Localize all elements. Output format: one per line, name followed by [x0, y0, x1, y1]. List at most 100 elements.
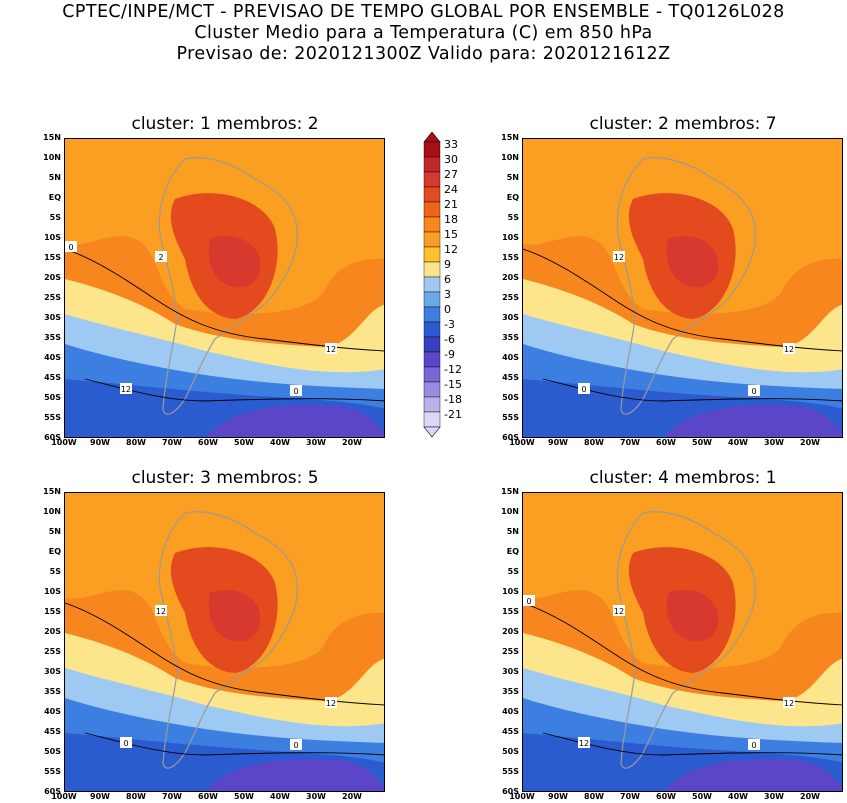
lon-tick-label: 70W	[620, 792, 640, 801]
lon-tick-label: 30W	[306, 438, 326, 447]
lat-tick-label: 40S	[502, 353, 519, 362]
lat-tick-label: 35S	[44, 333, 61, 342]
lon-tick-label: 100W	[51, 792, 77, 801]
lat-tick-label: 40S	[44, 353, 61, 362]
lat-tick-label: 55S	[502, 413, 519, 422]
panel-3-title: cluster: 3 membros: 5	[131, 468, 319, 488]
colorbar-label: 24	[444, 183, 458, 196]
svg-text:0: 0	[293, 387, 298, 396]
colorbar-label: -15	[444, 378, 462, 391]
lon-tick-label: 20W	[800, 438, 820, 447]
colorbar-label: 15	[444, 228, 458, 241]
svg-text:12: 12	[614, 607, 624, 616]
contour-label: 12	[155, 605, 167, 616]
lat-tick-label: 60S	[502, 433, 519, 442]
lon-tick-label: 40W	[728, 792, 748, 801]
band-red-core	[208, 589, 261, 642]
lat-tick-label: 30S	[44, 667, 61, 676]
svg-text:12: 12	[156, 607, 166, 616]
lat-tick-label: 15N	[43, 133, 61, 142]
band-yellow	[523, 279, 842, 383]
svg-text:0: 0	[68, 243, 73, 252]
lat-tick-label: 50S	[44, 393, 61, 402]
lon-tick-label: 20W	[800, 792, 820, 801]
lon-tick-label: 80W	[126, 438, 146, 447]
lat-tick-label: 15S	[502, 607, 519, 616]
panel-1-map: 2 12 12 0 0	[64, 138, 385, 438]
lon-tick-label: 50W	[234, 792, 254, 801]
lon-tick-label: 70W	[162, 438, 182, 447]
colorbar-segment	[423, 396, 441, 413]
lat-tick-label: 15S	[44, 253, 61, 262]
lat-tick-label: 60S	[44, 787, 61, 796]
lat-tick-label: 10N	[501, 507, 519, 516]
svg-text:12: 12	[614, 253, 624, 262]
colorbar-segment	[423, 186, 441, 203]
colorbar-label: 12	[444, 243, 458, 256]
colorbar-label: 21	[444, 198, 458, 211]
colorbar-label: 9	[444, 258, 451, 271]
svg-text:0: 0	[751, 741, 756, 750]
lat-tick-label: 25S	[44, 293, 61, 302]
band-light-blue	[65, 314, 384, 401]
contour-label: 0	[748, 385, 760, 396]
lon-tick-label: 60W	[656, 792, 676, 801]
lat-tick-label: 10S	[44, 587, 61, 596]
svg-text:0: 0	[293, 741, 298, 750]
lat-tick-label: 5S	[507, 567, 519, 576]
panel-3-map: 12 12 0 0	[64, 492, 385, 792]
lat-tick-label: 30S	[502, 313, 519, 322]
lat-tick-label: 20S	[502, 273, 519, 282]
lat-tick-label: 15N	[501, 133, 519, 142]
lat-tick-label: 50S	[44, 747, 61, 756]
contour-label: 0	[523, 595, 535, 606]
colorbar-segment	[423, 261, 441, 278]
lat-tick-label: 55S	[502, 767, 519, 776]
lat-tick-label: 15N	[501, 487, 519, 496]
lat-tick-label: 45S	[44, 727, 61, 736]
panel-4-map: 12 12 12 0 0	[522, 492, 843, 792]
colorbar-label: -18	[444, 393, 462, 406]
lat-tick-label: 5S	[49, 213, 61, 222]
lat-tick-label: 45S	[44, 373, 61, 382]
colorbar-segment	[423, 291, 441, 308]
temperature-field: 12 12 0 0	[523, 139, 842, 437]
colorbar-segment	[423, 156, 441, 173]
svg-text:0: 0	[581, 385, 586, 394]
lat-tick-label: 5N	[48, 527, 61, 536]
colorbar-segment	[423, 201, 441, 218]
lon-tick-label: 80W	[126, 792, 146, 801]
lon-tick-label: 50W	[692, 438, 712, 447]
colorbar-segment	[423, 411, 441, 428]
svg-text:2: 2	[158, 253, 163, 262]
colorbar-segment	[423, 381, 441, 398]
colorbar-segment	[423, 246, 441, 263]
lon-tick-label: 100W	[509, 438, 535, 447]
lon-tick-label: 60W	[656, 438, 676, 447]
lon-tick-label: 30W	[306, 792, 326, 801]
lon-tick-label: 100W	[51, 438, 77, 447]
lat-tick-label: 55S	[44, 767, 61, 776]
lat-tick-label: 35S	[44, 687, 61, 696]
svg-text:12: 12	[121, 385, 131, 394]
lat-tick-label: 60S	[502, 787, 519, 796]
colorbar-label: -12	[444, 363, 462, 376]
band-red-core	[666, 589, 719, 642]
lat-tick-label: 5N	[506, 173, 519, 182]
south-america-outline	[616, 511, 756, 769]
lon-tick-label: 80W	[584, 438, 604, 447]
temperature-field: 2 12 12 0 0	[65, 139, 384, 437]
colorbar-label: 30	[444, 153, 458, 166]
lon-tick-label: 90W	[548, 438, 568, 447]
colorbar-segment	[423, 216, 441, 233]
lon-tick-label: 90W	[90, 792, 110, 801]
svg-text:0: 0	[526, 597, 531, 606]
lon-tick-label: 70W	[620, 438, 640, 447]
lon-tick-label: 20W	[342, 438, 362, 447]
lat-tick-label: 25S	[44, 647, 61, 656]
lon-tick-label: 40W	[728, 438, 748, 447]
lat-tick-label: 60S	[44, 433, 61, 442]
panel-2-map: 12 12 0 0	[522, 138, 843, 438]
south-america-outline	[616, 157, 756, 415]
colorbar-segment	[423, 276, 441, 293]
